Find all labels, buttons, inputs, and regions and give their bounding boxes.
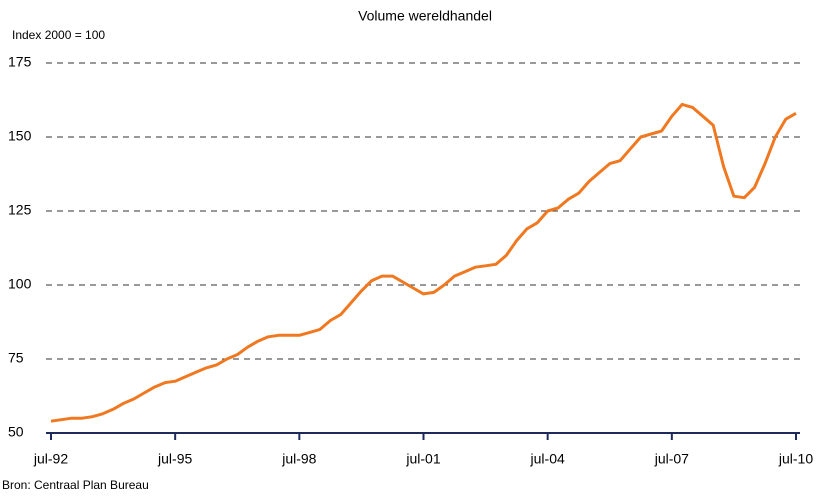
chart-title: Volume wereldhandel bbox=[358, 8, 492, 24]
y-tick-label: 50 bbox=[8, 424, 24, 440]
x-tick-label: jul-01 bbox=[405, 451, 440, 467]
line bbox=[50, 102, 797, 423]
y-tick-label: 100 bbox=[8, 276, 32, 292]
x-tick-label: jul-07 bbox=[654, 451, 689, 467]
y-tick-label: 125 bbox=[8, 202, 32, 218]
y-tick-label: 75 bbox=[8, 350, 24, 366]
x-tick-label: jul-10 bbox=[778, 451, 813, 467]
y-axis-label: Index 2000 = 100 bbox=[12, 28, 105, 42]
source: Bron: Centraal Plan Bureau bbox=[2, 478, 149, 492]
x-tick-label: jul-92 bbox=[33, 451, 68, 467]
x-tick-label: jul-98 bbox=[281, 451, 316, 467]
y-tick-label: 175 bbox=[8, 54, 32, 70]
x-tick-label: jul-04 bbox=[530, 451, 565, 467]
x-tick-label: jul-95 bbox=[157, 451, 192, 467]
y-tick-label: 150 bbox=[8, 128, 32, 144]
